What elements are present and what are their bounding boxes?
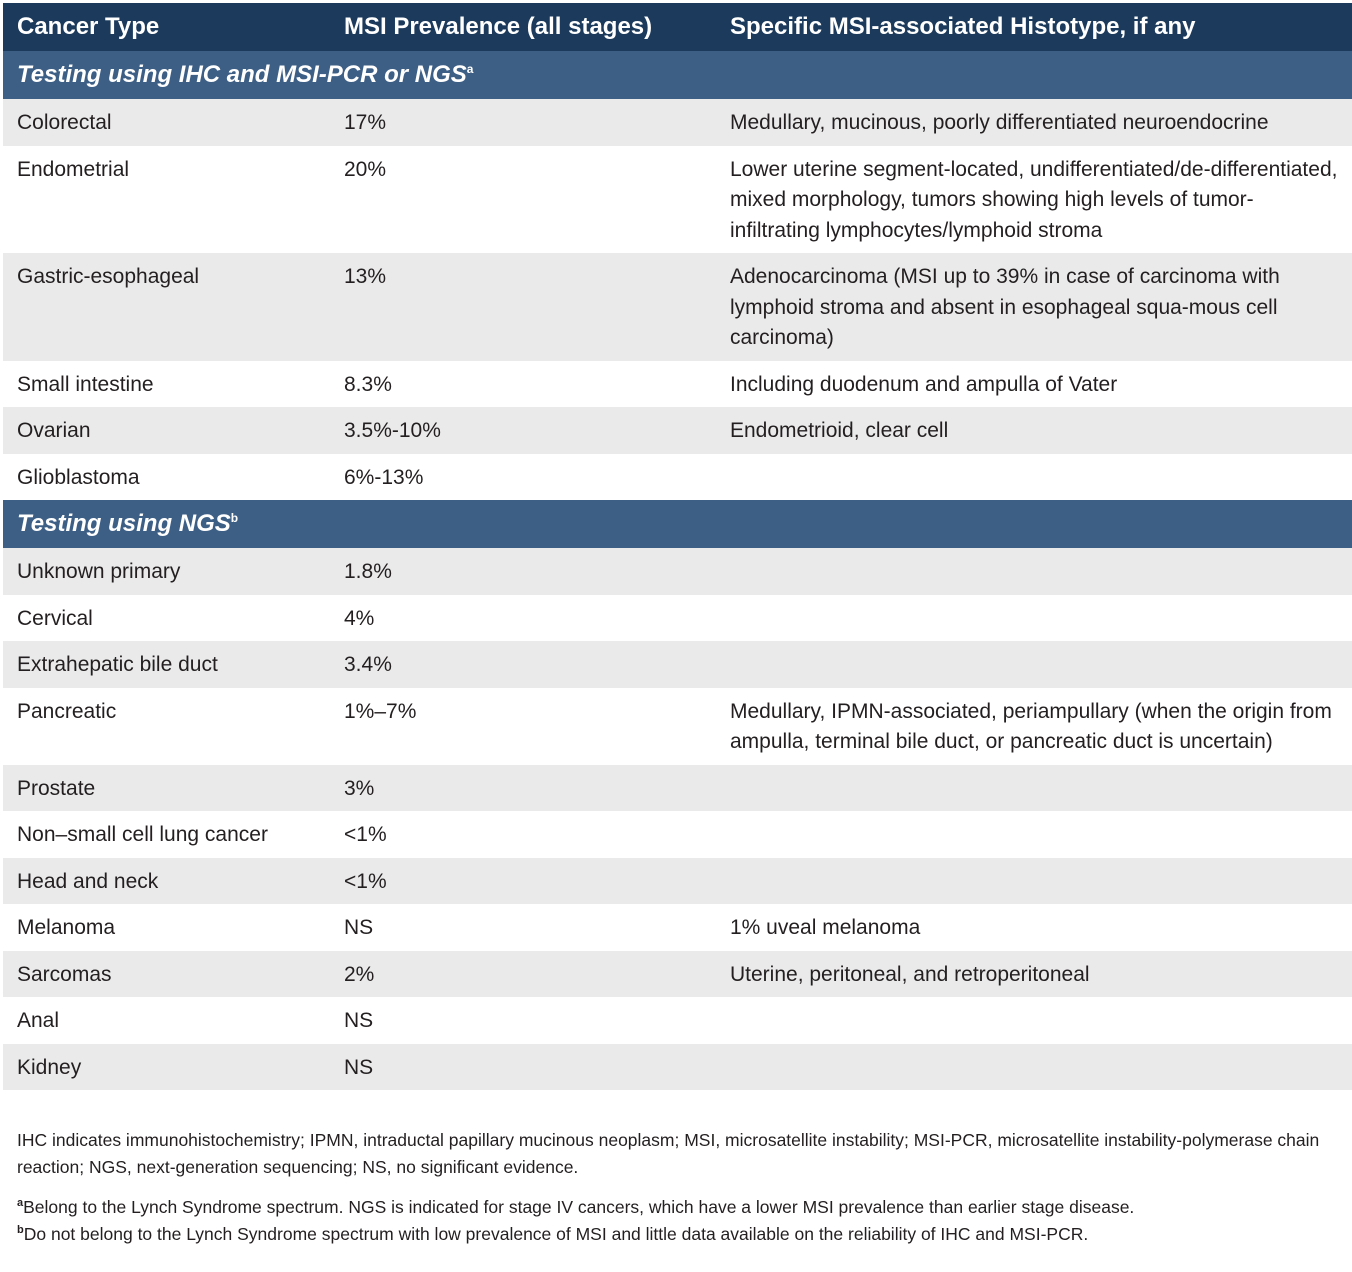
cancer-type-cell: Colorectal <box>3 99 330 146</box>
column-header-histotype: Specific MSI-associated Histotype, if an… <box>716 3 1352 51</box>
table-row: Anal NS <box>3 997 1352 1044</box>
table-row: Sarcomas 2% Uterine, peritoneal, and retro… <box>3 950 1352 997</box>
column-header-cancer-type: Cancer Type <box>3 3 330 51</box>
prevalence-cell: 6%-13% <box>330 453 716 500</box>
cancer-type-cell: Gastric-esophageal <box>3 253 330 361</box>
table-row: Small intestine 8.3% Including duodenum an… <box>3 360 1352 407</box>
prevalence-cell: 17% <box>330 99 716 146</box>
table-row: Colorectal 17% Medullary, mucinous, poorly… <box>3 99 1352 146</box>
table-row: Kidney NS <box>3 1043 1352 1090</box>
histotype-cell: 1% uveal melanoma <box>716 904 1352 951</box>
prevalence-cell: NS <box>330 997 716 1044</box>
section-title-cell: Testing using IHC and MSI-PCR or NGSa <box>3 51 1352 99</box>
abbreviations-note: IHC indicates immunohistochemistry; IPMN… <box>17 1130 1320 1177</box>
table-row: Prostate 3% <box>3 764 1352 811</box>
histotype-cell <box>716 594 1352 641</box>
histotype-cell <box>716 548 1352 595</box>
prevalence-cell: NS <box>330 1043 716 1090</box>
histotype-cell <box>716 1043 1352 1090</box>
histotype-cell <box>716 764 1352 811</box>
table-body: Testing using IHC and MSI-PCR or NGSa Col… <box>3 51 1352 1090</box>
cancer-type-cell: Anal <box>3 997 330 1044</box>
section-title: Testing using IHC and MSI-PCR or NGS <box>17 61 467 88</box>
prevalence-cell: 3.5%-10% <box>330 407 716 454</box>
histotype-cell <box>716 997 1352 1044</box>
table-footnotes: IHC indicates immunohistochemistry; IPMN… <box>17 1127 1337 1248</box>
footnote-text: Do not belong to the Lynch Syndrome spec… <box>23 1224 1089 1244</box>
prevalence-cell: 1.8% <box>330 548 716 595</box>
section-title: Testing using NGS <box>17 510 231 537</box>
histotype-cell: Including duodenum and ampulla of Vater <box>716 360 1352 407</box>
footnote-text: Belong to the Lynch Syndrome spectrum. N… <box>23 1197 1135 1217</box>
prevalence-cell: 13% <box>330 253 716 361</box>
cancer-type-cell: Non–small cell lung cancer <box>3 811 330 858</box>
prevalence-cell: 3% <box>330 764 716 811</box>
cancer-type-cell: Ovarian <box>3 407 330 454</box>
table-row: Melanoma NS 1% uveal melanoma <box>3 904 1352 951</box>
prevalence-cell: <1% <box>330 811 716 858</box>
histotype-cell <box>716 811 1352 858</box>
column-header-msi-prevalence: MSI Prevalence (all stages) <box>330 3 716 51</box>
prevalence-cell: 8.3% <box>330 360 716 407</box>
prevalence-cell: 3.4% <box>330 641 716 688</box>
section-header-row: Testing using IHC and MSI-PCR or NGSa <box>3 51 1352 99</box>
prevalence-cell: NS <box>330 904 716 951</box>
header-row: Cancer Type MSI Prevalence (all stages) … <box>3 3 1352 51</box>
table-row: Extrahepatic bile duct 3.4% <box>3 641 1352 688</box>
cancer-type-cell: Head and neck <box>3 857 330 904</box>
histotype-cell: Medullary, mucinous, poorly differentiat… <box>716 99 1352 146</box>
footnote-marker: a <box>466 62 474 76</box>
cancer-type-cell: Glioblastoma <box>3 453 330 500</box>
histotype-cell: Endometrioid, clear cell <box>716 407 1352 454</box>
section-header-row: Testing using NGSb <box>3 500 1352 548</box>
cancer-type-cell: Endometrial <box>3 145 330 253</box>
prevalence-cell: 1%–7% <box>330 687 716 765</box>
histotype-cell: Lower uterine segment-located, undiffere… <box>716 145 1352 253</box>
table-row: Unknown primary 1.8% <box>3 548 1352 595</box>
footnote-marker: b <box>17 1224 24 1237</box>
cancer-type-cell: Sarcomas <box>3 950 330 997</box>
prevalence-cell: 2% <box>330 950 716 997</box>
table-row: Endometrial 20% Lower uterine segment-loca… <box>3 145 1352 253</box>
histotype-cell: Uterine, peritoneal, and retroperitoneal <box>716 950 1352 997</box>
histotype-cell <box>716 453 1352 500</box>
table-row: Pancreatic 1%–7% Medullary, IPMN-associate… <box>3 687 1352 765</box>
cancer-type-cell: Pancreatic <box>3 687 330 765</box>
msi-prevalence-table: Cancer Type MSI Prevalence (all stages) … <box>3 3 1352 1090</box>
cancer-type-cell: Extrahepatic bile duct <box>3 641 330 688</box>
footnote-a: aBelong to the Lynch Syndrome spectrum. … <box>17 1194 1337 1221</box>
prevalence-cell: 4% <box>330 594 716 641</box>
footnote-marker: a <box>17 1197 24 1210</box>
cancer-type-cell: Kidney <box>3 1043 330 1090</box>
histotype-cell: Adenocarcinoma (MSI up to 39% in case of… <box>716 253 1352 361</box>
table-row: Non–small cell lung cancer <1% <box>3 811 1352 858</box>
section-title-cell: Testing using NGSb <box>3 500 1352 548</box>
histotype-cell <box>716 857 1352 904</box>
histotype-cell <box>716 641 1352 688</box>
cancer-type-cell: Small intestine <box>3 360 330 407</box>
footnote-marker: b <box>230 511 239 525</box>
cancer-type-cell: Prostate <box>3 764 330 811</box>
footnote-b: bDo not belong to the Lynch Syndrome spe… <box>17 1221 1337 1248</box>
table-row: Head and neck <1% <box>3 857 1352 904</box>
cancer-type-cell: Unknown primary <box>3 548 330 595</box>
table-row: Ovarian 3.5%-10% Endometrioid, clear cell <box>3 407 1352 454</box>
cancer-type-cell: Melanoma <box>3 904 330 951</box>
table-row: Glioblastoma 6%-13% <box>3 453 1352 500</box>
table-row: Cervical 4% <box>3 594 1352 641</box>
histotype-cell: Medullary, IPMN-associated, periampullar… <box>716 687 1352 765</box>
table-row: Gastric-esophageal 13% Adenocarcinoma (MSI… <box>3 253 1352 361</box>
prevalence-cell: 20% <box>330 145 716 253</box>
cancer-type-cell: Cervical <box>3 594 330 641</box>
prevalence-cell: <1% <box>330 857 716 904</box>
